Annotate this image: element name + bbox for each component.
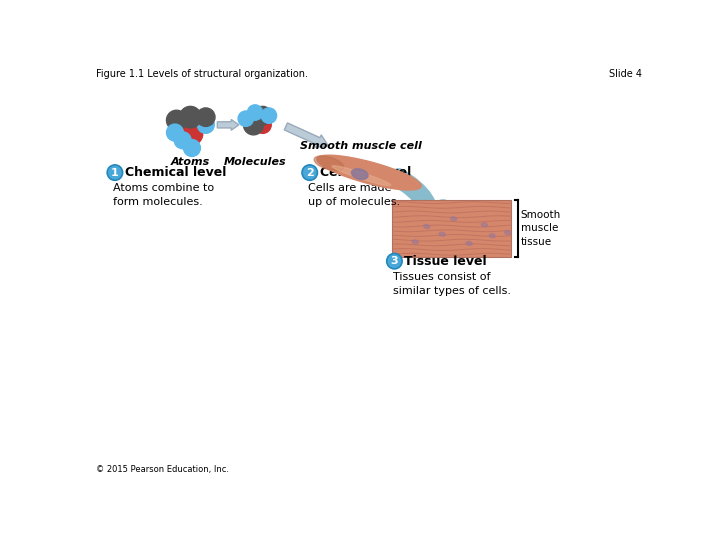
Text: 3: 3: [390, 256, 398, 266]
Ellipse shape: [451, 217, 456, 221]
Text: Tissues consist of
similar types of cells.: Tissues consist of similar types of cell…: [393, 272, 511, 296]
FancyArrow shape: [284, 123, 328, 147]
Circle shape: [238, 111, 253, 126]
Text: 2: 2: [306, 167, 314, 178]
Circle shape: [387, 253, 402, 269]
Ellipse shape: [439, 232, 445, 236]
Text: Cellular level: Cellular level: [320, 166, 411, 179]
Ellipse shape: [489, 234, 495, 238]
Ellipse shape: [314, 156, 343, 171]
Text: Atoms combine to
form molecules.: Atoms combine to form molecules.: [113, 184, 215, 207]
Circle shape: [174, 132, 191, 148]
Circle shape: [179, 106, 201, 128]
Ellipse shape: [466, 241, 472, 245]
Circle shape: [253, 106, 272, 125]
FancyArrow shape: [217, 119, 239, 130]
Ellipse shape: [317, 155, 421, 190]
Circle shape: [181, 123, 203, 145]
Circle shape: [166, 124, 184, 141]
Ellipse shape: [505, 231, 510, 234]
Circle shape: [197, 117, 215, 133]
Ellipse shape: [423, 225, 430, 228]
Text: Slide 4: Slide 4: [609, 70, 642, 79]
Circle shape: [254, 117, 271, 133]
Ellipse shape: [482, 223, 487, 227]
Circle shape: [243, 115, 264, 135]
Text: Tissue level: Tissue level: [405, 255, 487, 268]
Circle shape: [261, 108, 276, 123]
Text: Cells are made
up of molecules.: Cells are made up of molecules.: [308, 184, 400, 207]
Ellipse shape: [412, 240, 418, 244]
Text: Atoms: Atoms: [171, 157, 210, 167]
Circle shape: [197, 108, 215, 126]
Text: Smooth
muscle
tissue: Smooth muscle tissue: [521, 210, 561, 247]
Ellipse shape: [332, 166, 391, 186]
Text: Chemical level: Chemical level: [125, 166, 226, 179]
Text: © 2015 Pearson Education, Inc.: © 2015 Pearson Education, Inc.: [96, 465, 229, 475]
Text: Figure 1.1 Levels of structural organization.: Figure 1.1 Levels of structural organiza…: [96, 70, 307, 79]
Text: Molecules: Molecules: [224, 157, 287, 167]
Text: Smooth muscle cell: Smooth muscle cell: [300, 141, 422, 151]
Circle shape: [302, 165, 318, 180]
FancyArrowPatch shape: [398, 178, 443, 222]
Ellipse shape: [351, 169, 368, 179]
Text: 1: 1: [111, 167, 119, 178]
Bar: [392, 200, 511, 257]
Circle shape: [248, 105, 263, 120]
Circle shape: [107, 165, 122, 180]
Circle shape: [166, 110, 186, 130]
Circle shape: [184, 139, 200, 157]
